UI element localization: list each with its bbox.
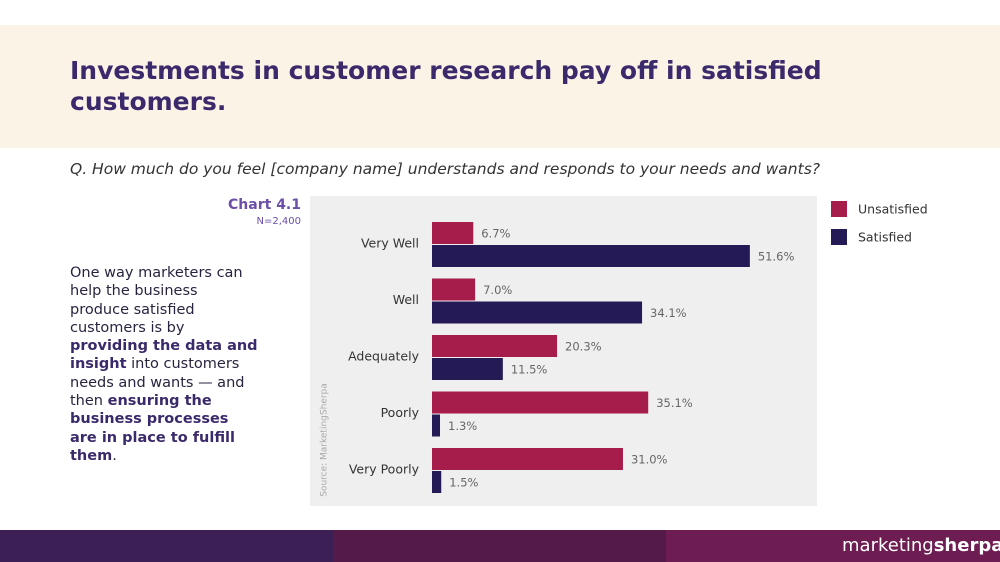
y-tick-label: Poorly [381,405,420,420]
paragraph-segment: providing the data and insight [70,338,258,373]
paragraph-segment: . [112,447,117,464]
slide-title: Investments in customer research pay off… [70,56,822,116]
logo: marketingsherpa [842,535,1000,556]
logo-light: marketing [842,535,934,556]
chart-title: Chart 4.1 [228,197,301,213]
data-label: 51.6% [758,250,795,264]
bar [432,222,474,244]
y-tick-label: Well [393,292,419,307]
data-label: 34.1% [650,306,687,320]
legend-label: Unsatisfied [858,202,928,217]
logo-bold: sherpa [933,535,1000,556]
footer [0,530,1000,562]
y-tick-label: Very Poorly [349,462,420,477]
data-label: 1.3% [448,419,477,433]
paragraph-segment: ensuring the business processes are in p… [70,393,236,464]
bar [432,391,649,414]
bar [432,471,442,493]
y-tick-label: Adequately [348,349,420,364]
legend-swatch [831,229,847,245]
bar [432,278,476,301]
bar [432,335,558,357]
legend-swatch [831,201,847,217]
bar [432,358,503,380]
data-label: 31.0% [631,453,668,467]
data-label: 1.5% [449,476,478,490]
legend-label: Satisfied [858,230,912,245]
paragraph-segment: One way marketers can help the business … [70,265,243,336]
bar [432,414,441,437]
bar [432,448,623,470]
question: Q. How much do you feel [company name] u… [70,160,820,178]
data-label: 7.0% [483,283,512,297]
paragraph-segment: into customers needs and wants — and the… [70,356,245,410]
source: Source: MarketingSherpa [320,383,330,497]
data-label: 11.5% [511,363,548,377]
data-label: 20.3% [565,340,602,354]
data-label: 6.7% [481,227,510,241]
chart: Chart 4.1 N=2,400 Source: MarketingSherp… [228,196,928,506]
header-band [0,25,1000,148]
bar [432,301,643,324]
data-label: 35.1% [656,396,693,410]
paragraph: One way marketers can help the business … [70,264,260,465]
bar [432,245,750,267]
y-tick-label: Very Well [361,236,419,251]
chart-subtitle: N=2,400 [257,216,302,227]
